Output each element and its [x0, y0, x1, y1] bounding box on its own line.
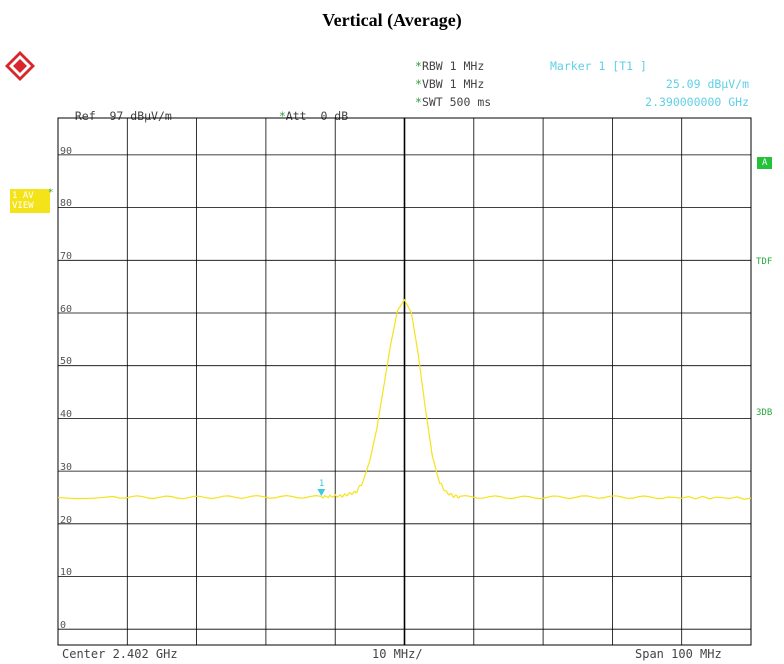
y-tick-label: 70 — [60, 251, 73, 262]
trace-indicator-line2: VIEW — [12, 201, 34, 211]
tag-tdf: TDF — [756, 257, 773, 267]
vbw-setting: VBW 1 MHz — [421, 77, 485, 91]
chart-title: Vertical (Average) — [322, 10, 462, 30]
footer-span: Span 100 MHz — [635, 647, 722, 661]
tag-3db: 3DB — [756, 408, 773, 418]
swt-star-icon: * — [415, 95, 422, 109]
rohde-schwarz-logo-icon — [5, 51, 35, 81]
y-tick-label: 90 — [60, 146, 73, 157]
y-tick-label: 50 — [60, 356, 73, 367]
marker-title: Marker 1 [T1 ] — [550, 59, 647, 73]
vbw-star-icon: * — [415, 77, 422, 91]
ref-value: 97 dBµV/m — [109, 109, 172, 123]
trace-star-icon: * — [48, 188, 54, 198]
trace-indicator: 1 AV VIEW — [10, 189, 50, 213]
y-tick-label: 40 — [60, 409, 73, 420]
tag-a: A — [757, 157, 773, 169]
rbw-star-icon: * — [415, 59, 422, 73]
grid — [57, 117, 752, 646]
trace-line — [57, 298, 752, 500]
y-tick-label: 0 — [60, 620, 67, 631]
marker-1-icon — [317, 488, 326, 496]
att-value: 0 dB — [320, 109, 349, 123]
marker-level: 25.09 dBµV/m — [665, 77, 749, 91]
y-tick-label: 60 — [60, 304, 73, 315]
att-label: Att — [285, 109, 307, 123]
y-tick-label: 10 — [60, 567, 73, 578]
ref-label: Ref — [74, 109, 96, 123]
y-tick-label: 30 — [60, 462, 73, 473]
footer-center: Center 2.402 GHz — [62, 647, 178, 661]
swt-setting: SWT 500 ms — [421, 95, 492, 109]
y-tick-label: 80 — [60, 198, 73, 209]
marker-1-label: 1 — [319, 479, 324, 489]
trace-indicator-line1: 1 AV — [12, 191, 34, 201]
att-star-icon: * — [278, 109, 286, 123]
marker-frequency: 2.390000000 GHz — [645, 95, 749, 109]
rbw-setting: RBW 1 MHz — [421, 59, 485, 73]
y-tick-label: 20 — [60, 515, 73, 526]
footer-div: 10 MHz/ — [372, 647, 423, 661]
